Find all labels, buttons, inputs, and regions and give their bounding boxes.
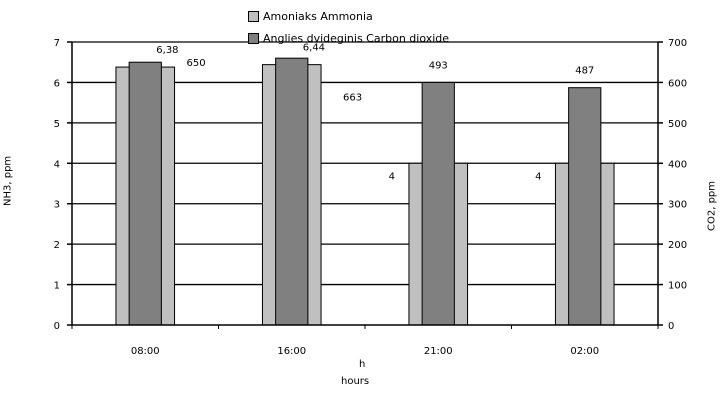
x-tick-label: 16:00 <box>277 346 306 357</box>
y-right-tick-label: 700 <box>668 38 687 49</box>
y-right-tick-label: 600 <box>668 78 687 89</box>
y-right-tick-label: 100 <box>668 281 687 292</box>
x-tick-label: 21:00 <box>424 346 453 357</box>
legend-swatch-ammonia <box>248 11 259 22</box>
data-label-co2: 650 <box>187 58 206 69</box>
y-right-tick-label: 300 <box>668 200 687 211</box>
bar-co2 <box>128 61 162 326</box>
y-left-tick-label: 7 <box>54 38 60 49</box>
legend: Amoniaks Ammonia Anglies dvideginis Carb… <box>248 9 449 53</box>
y-left-tick-label: 6 <box>54 78 60 89</box>
legend-item-co2: Anglies dvideginis Carbon dioxide <box>248 31 449 46</box>
y-axis-right-title: CO2, ppm <box>706 180 718 232</box>
y-right-tick-label: 0 <box>668 321 674 332</box>
data-label-ammonia: 4 <box>535 171 541 182</box>
data-label-ammonia: 6,38 <box>156 45 178 56</box>
y-left-tick-label: 4 <box>54 159 60 170</box>
bars <box>115 57 615 326</box>
legend-label-co2: Anglies dvideginis Carbon dioxide <box>263 32 450 45</box>
x-axis-title-line1: h <box>359 359 366 370</box>
x-axis-title-line2: hours <box>341 376 370 387</box>
y-right-tick-label: 400 <box>668 159 687 170</box>
bar-co2 <box>568 87 602 326</box>
y-left-tick-label: 0 <box>54 321 60 332</box>
bar-co2 <box>421 81 455 326</box>
data-labels: 6,38 650 6,44 4 493 4 487 663 <box>156 43 594 183</box>
y-left-tick-label: 2 <box>54 240 60 251</box>
data-label-co2: 487 <box>575 66 594 77</box>
legend-swatch-co2 <box>248 33 259 44</box>
x-tick-label: 08:00 <box>131 346 160 357</box>
y-left-tick-label: 3 <box>54 200 60 211</box>
y-left-tick-label: 5 <box>54 119 60 130</box>
legend-item-ammonia: Amoniaks Ammonia <box>248 9 449 24</box>
data-label-co2: 493 <box>429 60 448 71</box>
y-right-tick-label: 500 <box>668 119 687 130</box>
y-axis-left-title: NH3, ppm <box>2 155 14 206</box>
data-label-ammonia: 6,44 <box>303 43 325 54</box>
axes: 08:00 16:00 21:00 02:00 0 1 2 3 4 5 6 7 0 100 200 300 40… <box>54 38 687 357</box>
data-label-extra: 663 <box>343 93 362 104</box>
bar-co2 <box>275 57 309 326</box>
y-right-tick-label: 200 <box>668 240 687 251</box>
legend-label-ammonia: Amoniaks Ammonia <box>263 10 373 23</box>
data-label-ammonia: 4 <box>389 171 395 182</box>
y-left-tick-label: 1 <box>54 281 60 292</box>
x-tick-label: 02:00 <box>570 346 599 357</box>
